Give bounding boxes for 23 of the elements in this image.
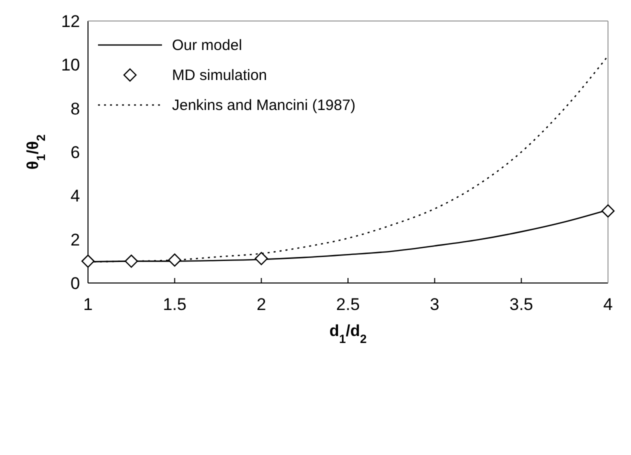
x-tick-label: 2 (256, 295, 266, 314)
x-tick-label: 4 (603, 295, 613, 314)
x-tick-label: 1 (83, 295, 93, 314)
x-tick-label: 3.5 (510, 295, 534, 314)
y-tick-label: 4 (70, 186, 80, 206)
point (168, 253, 182, 267)
y-tick-label: 12 (61, 12, 80, 32)
y-tick-label: 8 (70, 99, 80, 118)
y-tick-label: 6 (70, 143, 80, 162)
legend-label: Our model (172, 36, 242, 54)
point (81, 254, 95, 268)
y-tick-label: 10 (61, 56, 80, 75)
legend-label: MD simulation (172, 66, 268, 84)
point (601, 204, 615, 218)
x-tick-label: 3 (430, 295, 440, 314)
x-tick-label: 1.5 (162, 295, 186, 314)
y-tick-label: 0 (70, 274, 80, 294)
legend-label: Jenkins and Mancini (1987) (172, 96, 356, 114)
x-axis-title: d$_{1}$/d$_{2}$ (329, 323, 367, 346)
x-tick-label: 2.5 (336, 295, 360, 314)
y-tick-label: 2 (70, 230, 80, 250)
point (124, 254, 138, 268)
point (254, 252, 268, 266)
